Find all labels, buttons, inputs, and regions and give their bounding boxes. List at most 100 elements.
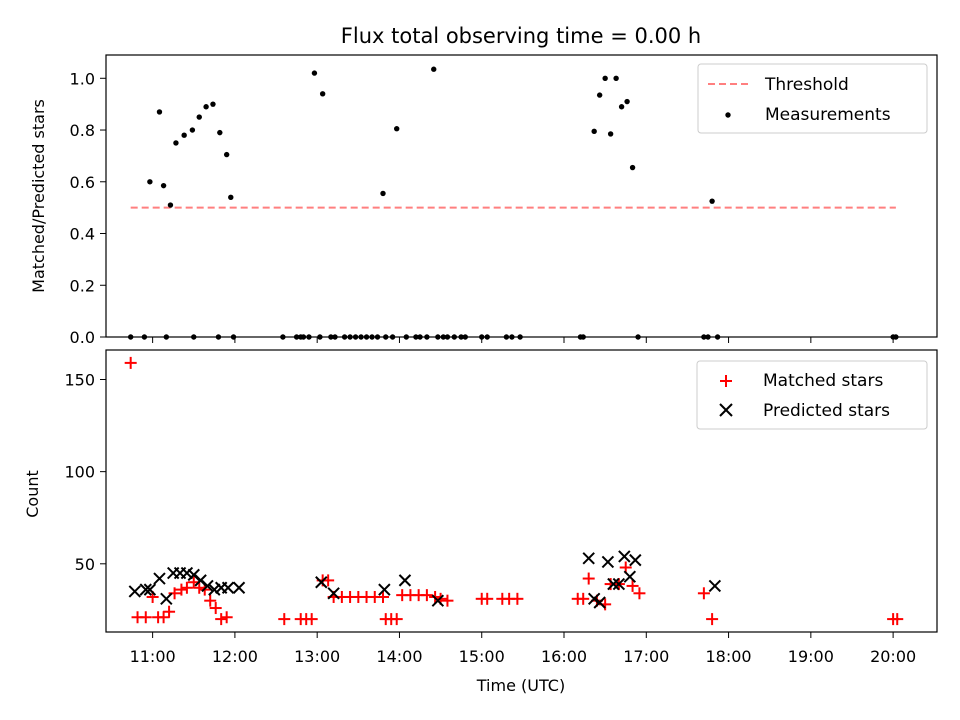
predicted-legend-label: Predicted stars	[763, 401, 890, 421]
top-legend-box	[697, 63, 928, 134]
x-tick-label: 15:00	[459, 647, 505, 666]
matched-star-point	[204, 594, 217, 607]
top-y-tick-label: 1.0	[70, 69, 95, 88]
matched-star-point	[157, 611, 170, 624]
matched-star-point	[582, 572, 595, 585]
measurement-point	[196, 114, 202, 120]
matched-star-point	[633, 587, 646, 600]
predicted-star-point	[587, 592, 601, 606]
matched-star-point	[377, 590, 389, 603]
bottom-y-axis-label: Count	[23, 470, 42, 518]
measurement-point	[596, 92, 603, 98]
matched-star-point	[511, 592, 524, 605]
measurement-point	[709, 198, 715, 204]
measurement-point	[217, 129, 223, 136]
matched-star-point	[193, 581, 206, 594]
top-legend: Threshold Measurements	[697, 63, 928, 134]
measurement-point	[613, 75, 619, 81]
measurement-point	[431, 66, 437, 72]
bottom-panel: 50 100 150 11:00 12:00 13:00 14:00 15:00 16:00 1…	[23, 349, 938, 695]
matched-star-point	[175, 583, 188, 596]
bottom-legend: Matched stars Predicted stars	[696, 360, 928, 430]
measurement-point	[160, 182, 167, 189]
bottom-legend-box	[696, 360, 928, 430]
matched-star-point	[577, 592, 590, 605]
predicted-star-point	[623, 570, 637, 583]
top-panel: 0.0 0.2 0.4 0.6 0.8 1.0 Matched/Predicted sta…	[29, 54, 938, 347]
predicted-star-point	[315, 576, 328, 589]
matched-star-point	[180, 581, 193, 594]
measurements-legend-label: Measurements	[765, 105, 891, 125]
measurement-point	[624, 98, 630, 105]
predicted-star-point	[128, 585, 142, 598]
predicted-star-point	[629, 553, 642, 567]
x-tick-label: 17:00	[623, 647, 669, 666]
x-axis-label: Time (UTC)	[476, 676, 565, 695]
measurement-point	[203, 104, 209, 110]
bottom-plot-frame	[105, 349, 938, 633]
measurement-point	[173, 140, 179, 146]
x-tick-label: 20:00	[870, 647, 916, 666]
measurement-point	[602, 75, 608, 81]
measurement-point	[607, 131, 614, 137]
measurement-point	[618, 104, 625, 110]
measurement-point	[228, 194, 234, 200]
measurement-point	[319, 91, 326, 97]
matched-star-point	[215, 613, 228, 626]
predicted-star-point	[143, 583, 157, 596]
top-y-tick-label: 0.8	[70, 121, 95, 140]
predicted-star-point	[221, 581, 235, 594]
matched-star-point	[420, 589, 433, 602]
top-y-tick-label: 0.2	[70, 276, 95, 295]
x-tick-label: 11:00	[130, 647, 176, 666]
measurement-point	[181, 132, 187, 138]
matched-star-point	[220, 611, 233, 624]
bottom-y-tick-label: 150	[64, 370, 95, 389]
measurement-point	[394, 126, 400, 132]
measurement-point	[223, 151, 230, 158]
predicted-star-point	[327, 587, 340, 600]
predicted-star-point	[160, 592, 173, 606]
x-tick-label: 16:00	[541, 647, 587, 666]
predicted-star-point	[398, 574, 412, 587]
predicted-star-point	[612, 577, 626, 591]
matched-star-point	[706, 613, 719, 626]
predicted-star-point	[378, 583, 391, 596]
predicted-star-point	[139, 583, 152, 596]
matched-star-point	[124, 356, 137, 369]
measurement-point	[167, 202, 174, 208]
matched-star-point	[697, 587, 710, 600]
measurement-point	[156, 109, 163, 115]
matched-star-point	[209, 602, 222, 615]
predicted-star-point	[582, 552, 595, 565]
matched-star-point	[305, 613, 318, 626]
matched-star-point	[441, 594, 454, 607]
predicted-star-point	[201, 579, 214, 593]
measurement-point	[189, 127, 196, 133]
predicted-star-point	[607, 577, 620, 591]
matched-star-point	[891, 613, 904, 626]
predicted-star-point	[593, 596, 606, 609]
threshold-legend-label: Threshold	[764, 75, 849, 95]
bottom-y-tick-label: 100	[64, 463, 95, 482]
top-y-axis-label: Matched/Predicted stars	[29, 99, 48, 293]
x-tick-label: 13:00	[294, 647, 340, 666]
measurement-point	[311, 70, 318, 76]
chart-title: Flux total observing time = 0.00 h	[341, 24, 701, 48]
top-y-tick-label: 0.4	[70, 225, 95, 244]
bottom-y-tick-label: 50	[75, 555, 95, 574]
predicted-legend-swatch	[719, 403, 733, 417]
matched-legend-label: Matched stars	[763, 371, 883, 391]
x-tick-label: 12:00	[212, 647, 258, 666]
predicted-star-point	[431, 594, 445, 607]
matched-star-point	[626, 579, 639, 592]
x-tick-label: 19:00	[788, 647, 834, 666]
measurement-point	[591, 128, 597, 135]
predicted-star-point	[618, 550, 631, 563]
matched-star-point	[278, 613, 291, 626]
predicted-star-point	[232, 581, 246, 594]
predicted-star-point	[708, 579, 722, 593]
top-y-tick-label: 0.0	[70, 328, 95, 347]
x-tick-label: 14:00	[376, 647, 422, 666]
